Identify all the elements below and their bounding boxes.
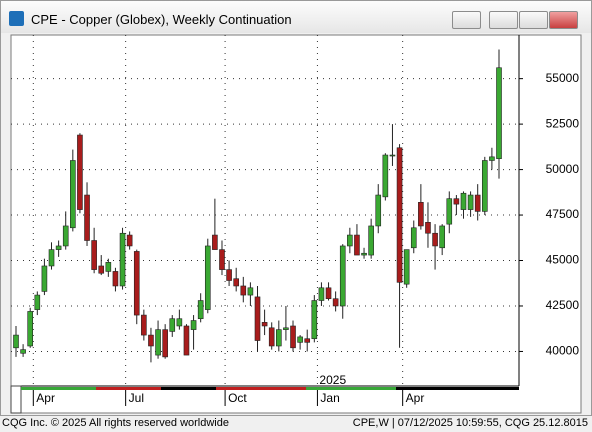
candle-body (481, 160, 488, 212)
candle-body (403, 249, 410, 285)
plot-frame (10, 34, 582, 414)
candle-body (474, 194, 481, 212)
year-label: 2025 (319, 373, 346, 387)
app-icon (9, 11, 24, 26)
candle-body (297, 336, 303, 343)
candle-body (489, 156, 495, 161)
y-tick-label: 47500 (546, 207, 580, 221)
candle-body (311, 300, 318, 340)
candle-body (254, 296, 261, 341)
x-tick-label: Jan (320, 391, 339, 405)
candle-body (176, 318, 183, 327)
candle-body (332, 298, 339, 307)
candle-body (212, 234, 218, 250)
x-tick-label: Apr (36, 391, 55, 405)
candle-body (148, 334, 154, 347)
candle-body (368, 225, 374, 256)
candle-body (133, 251, 140, 316)
candle-body (361, 252, 367, 256)
candle-body (226, 269, 232, 281)
candle-body (162, 329, 168, 358)
y-tick-label: 52500 (546, 116, 580, 130)
candle-body (20, 349, 26, 354)
candle-body (27, 311, 34, 347)
candle-body (119, 232, 126, 287)
candle-body (276, 329, 282, 347)
candle-body (62, 225, 69, 247)
y-tick-label: 42500 (546, 298, 580, 312)
y-tick-label: 55000 (546, 71, 580, 85)
candle-body (55, 245, 62, 250)
candle-body (112, 271, 119, 287)
candle-body (77, 134, 83, 210)
candle-body (389, 154, 396, 157)
candle-body (283, 327, 289, 330)
close-button[interactable] (549, 11, 578, 29)
y-tick-label: 50000 (546, 162, 580, 176)
window-title: CPE - Copper (Globex), Weekly Continuati… (31, 12, 292, 27)
candle-body (13, 334, 19, 349)
candle-body (91, 240, 97, 270)
candle-body (325, 287, 332, 300)
candle-body (190, 320, 197, 330)
candle-body (261, 322, 268, 327)
candle-body (304, 338, 311, 343)
x-tick-label: Jul (129, 391, 144, 405)
candle-body (169, 318, 176, 332)
candle-body (396, 147, 403, 283)
link-button[interactable] (452, 11, 481, 29)
candle-body (98, 265, 105, 274)
candle-body (141, 314, 147, 336)
candle-body (460, 192, 467, 210)
candle-body (197, 300, 204, 320)
candle-body (70, 160, 76, 229)
timeline-strip (21, 387, 519, 390)
candle-body (347, 234, 353, 247)
candle-body (354, 234, 360, 256)
candle-body (84, 194, 90, 241)
scroll-handle[interactable] (10, 385, 22, 414)
candle-body (268, 327, 275, 347)
candle-body (34, 294, 41, 310)
candle-body (48, 249, 55, 267)
candle-body (375, 194, 382, 227)
chart-window: CPE - Copper (Globex), Weekly Continuati… (0, 0, 592, 416)
footer: CQG Inc. © 2025 All rights reserved worl… (0, 415, 592, 432)
candle-body (467, 194, 474, 210)
copyright: CQG Inc. © 2025 All rights reserved worl… (2, 417, 229, 429)
candle-body (155, 329, 161, 356)
candle-body (105, 262, 112, 272)
candle-body (496, 67, 502, 159)
x-tick-label: Oct (228, 391, 247, 405)
candle-body (204, 245, 211, 310)
candle-body (233, 278, 239, 287)
y-tick-label: 45000 (546, 253, 580, 267)
candle-body (126, 234, 133, 247)
status: CPE,W | 07/12/2025 10:59:55, CQG 25.12.8… (352, 417, 588, 429)
candle-body (290, 325, 296, 349)
candle-body (339, 245, 346, 307)
y-tick-label: 40000 (546, 344, 580, 358)
candle-body (418, 202, 424, 227)
candle-body (219, 249, 225, 270)
candle-body (432, 232, 438, 247)
chart: 40000 42500 45000 47500 50000 52500 55000 Apr Ju… (10, 34, 582, 414)
x-tick-label: Apr (406, 391, 425, 405)
candle-body (425, 222, 431, 234)
candle-body (183, 325, 190, 356)
candle-body (41, 265, 48, 292)
candle-body (382, 154, 389, 198)
candle-body (453, 198, 460, 205)
candle-body (318, 287, 325, 301)
candle-body (446, 198, 453, 225)
candle-body (240, 285, 247, 296)
title-bar: CPE - Copper (Globex), Weekly Continuati… (1, 1, 591, 33)
restore-button[interactable] (519, 11, 548, 29)
candle-body (410, 227, 417, 249)
candle-body (439, 225, 445, 249)
minimize-button[interactable] (489, 11, 518, 29)
candle-body (247, 287, 254, 296)
